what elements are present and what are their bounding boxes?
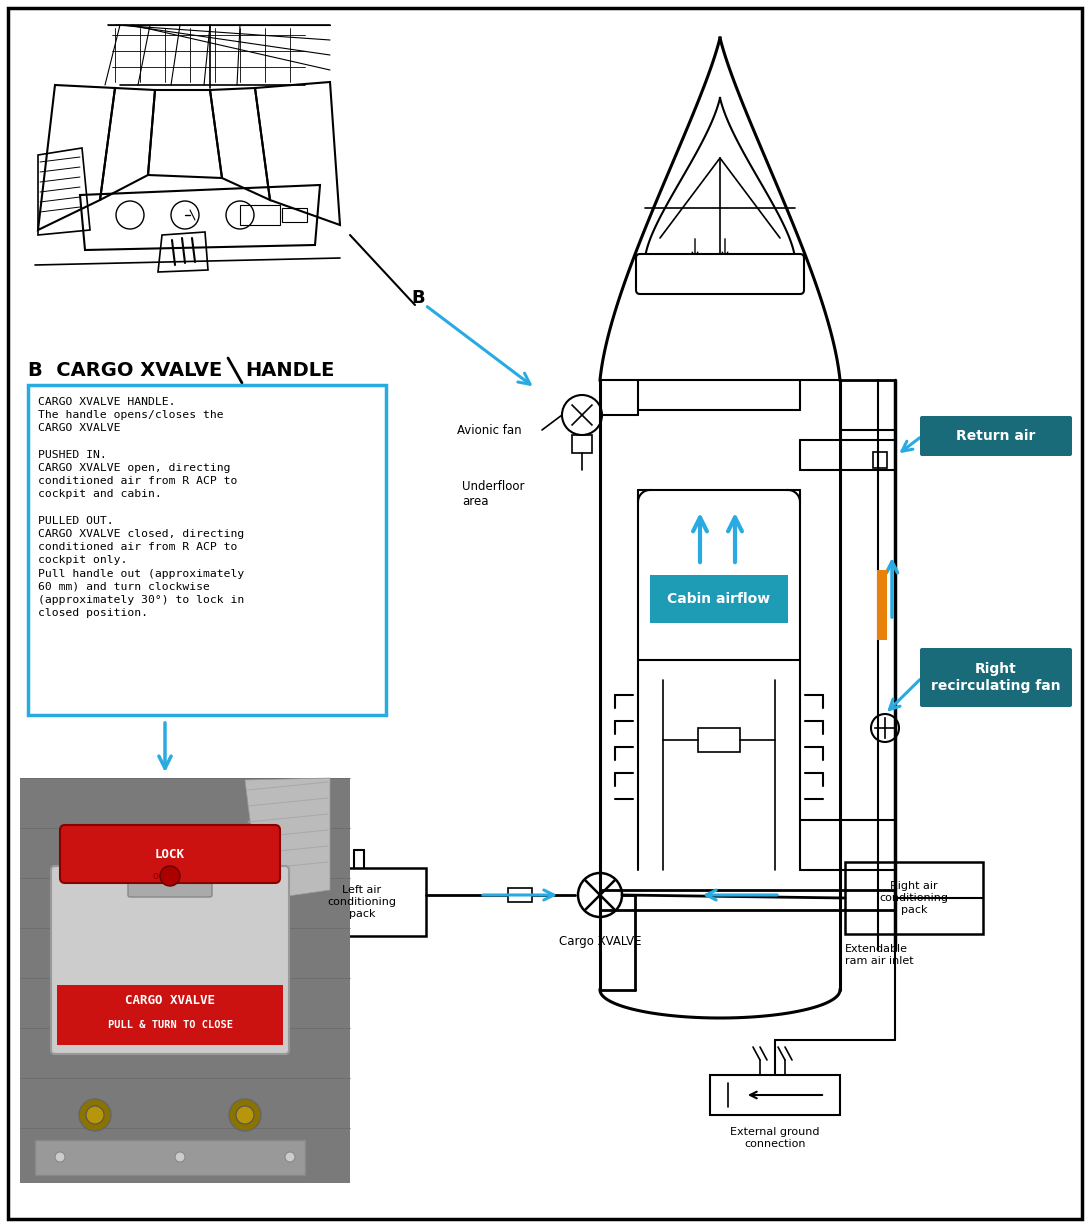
Circle shape: [175, 1152, 185, 1162]
Text: o: o: [153, 871, 158, 881]
Polygon shape: [245, 778, 330, 899]
FancyBboxPatch shape: [920, 416, 1071, 456]
FancyBboxPatch shape: [920, 648, 1071, 707]
Bar: [508, 888, 532, 902]
Bar: [845, 863, 983, 934]
Text: Right air
conditioning
pack: Right air conditioning pack: [880, 881, 948, 914]
Circle shape: [78, 1099, 111, 1131]
Text: Cabin airflow: Cabin airflow: [667, 591, 771, 606]
FancyBboxPatch shape: [60, 825, 280, 883]
Bar: [282, 209, 307, 222]
Bar: [240, 205, 280, 225]
Text: B  CARGO XVALVE: B CARGO XVALVE: [28, 361, 222, 379]
Text: Right
recirculating fan: Right recirculating fan: [931, 663, 1061, 692]
Text: B: B: [411, 290, 425, 307]
Bar: [698, 728, 740, 752]
Bar: [28, 385, 386, 715]
Text: Avionic fan: Avionic fan: [457, 423, 522, 437]
Text: Cargo XVALVE: Cargo XVALVE: [559, 935, 641, 948]
Bar: [873, 452, 887, 467]
Circle shape: [237, 1106, 254, 1124]
Text: External ground
connection: External ground connection: [730, 1128, 820, 1148]
Circle shape: [160, 866, 180, 886]
Bar: [298, 867, 426, 936]
FancyBboxPatch shape: [635, 254, 804, 294]
Bar: [877, 571, 887, 640]
Bar: [710, 1075, 840, 1115]
Circle shape: [86, 1106, 104, 1124]
Text: HANDLE: HANDLE: [245, 361, 335, 379]
Text: CARGO XVALVE: CARGO XVALVE: [125, 995, 215, 1007]
Text: Return air: Return air: [956, 429, 1036, 443]
Text: Left air
conditioning
pack: Left air conditioning pack: [327, 886, 397, 919]
Bar: [20, 778, 350, 1183]
FancyBboxPatch shape: [51, 866, 289, 1054]
Circle shape: [284, 1152, 295, 1162]
Text: Underfloor
area: Underfloor area: [462, 480, 524, 508]
Text: Extendable
ram air inlet: Extendable ram air inlet: [845, 944, 913, 966]
Bar: [572, 436, 592, 453]
Circle shape: [229, 1099, 261, 1131]
Text: PULL & TURN TO CLOSE: PULL & TURN TO CLOSE: [108, 1020, 232, 1029]
Bar: [35, 1140, 305, 1175]
Text: LOCK: LOCK: [155, 848, 185, 860]
Bar: [650, 575, 788, 623]
Bar: [57, 985, 283, 1045]
Circle shape: [54, 1152, 65, 1162]
FancyBboxPatch shape: [128, 863, 211, 897]
Text: CARGO XVALVE HANDLE.
The handle opens/closes the
CARGO XVALVE

PUSHED IN.
CARGO : CARGO XVALVE HANDLE. The handle opens/cl…: [38, 398, 244, 618]
